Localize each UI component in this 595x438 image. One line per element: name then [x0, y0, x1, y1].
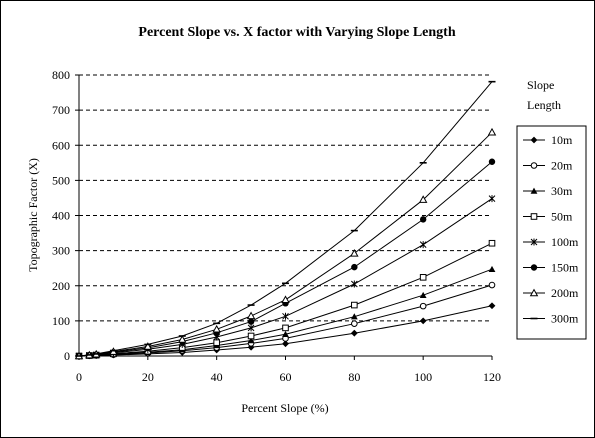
series-300m [75, 80, 496, 357]
x-tick-label: 100 [414, 370, 432, 384]
series-group [74, 80, 497, 360]
y-axis-label: Topographic Factor (X) [26, 158, 40, 272]
data-point [213, 339, 220, 346]
legend-marker [530, 238, 538, 246]
y-tick-label: 300 [52, 244, 70, 258]
x-tick-label: 0 [76, 370, 82, 384]
legend-label: 100m [551, 235, 579, 249]
legend-label: 300m [551, 312, 579, 326]
data-point [246, 311, 256, 320]
legend-marker [530, 162, 538, 169]
x-tick-label: 40 [211, 370, 223, 384]
y-axis-ticks: 0 100 200 300 400 500 600 700 800 [52, 68, 79, 363]
legend-label: 10m [551, 133, 573, 147]
y-tick-label: 200 [52, 279, 70, 293]
data-point [419, 241, 427, 249]
legend-label: 20m [551, 159, 573, 173]
legend-marker [530, 213, 538, 220]
data-point [487, 127, 497, 136]
data-point [247, 324, 255, 332]
data-point [282, 340, 289, 348]
legend-box [516, 125, 587, 340]
legend-title-line1: Slope [527, 78, 554, 92]
data-point [419, 302, 427, 310]
y-tick-label: 100 [52, 314, 70, 328]
x-axis-label: Percent Slope (%) [241, 401, 328, 415]
legend-label: 30m [551, 184, 573, 198]
legend-entry-50m: 50m [523, 210, 573, 224]
legend-title-line2: Length [527, 98, 561, 112]
data-point [351, 263, 358, 271]
y-tick-label: 400 [52, 209, 70, 223]
data-point [350, 329, 358, 337]
data-point [351, 301, 358, 309]
data-point [178, 335, 187, 343]
data-point [282, 324, 289, 332]
data-point [419, 274, 427, 281]
data-point [350, 249, 359, 257]
legend: 10m 20m 30m 50m 100m 150m 200m 300m [516, 125, 587, 340]
data-point [418, 195, 428, 203]
data-point [419, 291, 427, 298]
grid-lines [79, 74, 492, 322]
data-point [351, 320, 358, 327]
data-point [488, 281, 496, 289]
x-tick-label: 60 [280, 370, 292, 384]
legend-label: 200m [551, 286, 579, 300]
y-tick-label: 700 [52, 103, 70, 117]
data-point [247, 343, 255, 351]
data-point [350, 280, 358, 288]
data-point [281, 295, 290, 304]
legend-entry-30m: 30m [523, 184, 573, 198]
y-tick-label: 800 [52, 68, 70, 82]
legend-marker [530, 136, 538, 144]
data-point [350, 313, 358, 320]
legend-marker [530, 187, 538, 194]
data-point [247, 318, 255, 325]
legend-label: 50m [551, 210, 573, 224]
data-point [488, 265, 496, 272]
legend-entry-100m: 100m [523, 235, 579, 249]
data-point [282, 312, 289, 320]
x-tick-label: 20 [142, 370, 154, 384]
legend-entry-20m: 20m [523, 159, 573, 173]
x-tick-label: 120 [483, 370, 501, 384]
x-axis-ticks: 0 20 40 60 80 100 120 [76, 356, 501, 384]
legend-label: 150m [551, 261, 579, 275]
data-point [247, 337, 255, 344]
chart-title: Percent Slope vs. X factor with Varying … [138, 25, 455, 40]
data-point [143, 342, 153, 350]
legend-entry-150m: 150m [523, 261, 579, 275]
data-point [282, 330, 289, 337]
x-tick-label: 80 [348, 370, 360, 384]
data-point [488, 239, 496, 247]
series-200m [74, 127, 497, 360]
data-point [247, 332, 255, 340]
series-line [78, 131, 493, 357]
legend-entry-300m: 300m [523, 312, 579, 326]
data-point [419, 317, 427, 325]
data-point [488, 302, 496, 310]
data-point [488, 195, 496, 203]
y-tick-label: 0 [64, 349, 70, 363]
legend-marker [530, 264, 538, 271]
legend-marker [529, 288, 539, 297]
data-point [488, 158, 496, 165]
legend-title: Slope Length [527, 78, 561, 112]
y-tick-label: 600 [52, 138, 70, 152]
legend-entry-10m: 10m [523, 133, 573, 147]
y-tick-label: 500 [52, 173, 70, 187]
data-point [212, 324, 221, 333]
data-point [419, 216, 427, 223]
legend-entry-200m: 200m [523, 286, 579, 300]
